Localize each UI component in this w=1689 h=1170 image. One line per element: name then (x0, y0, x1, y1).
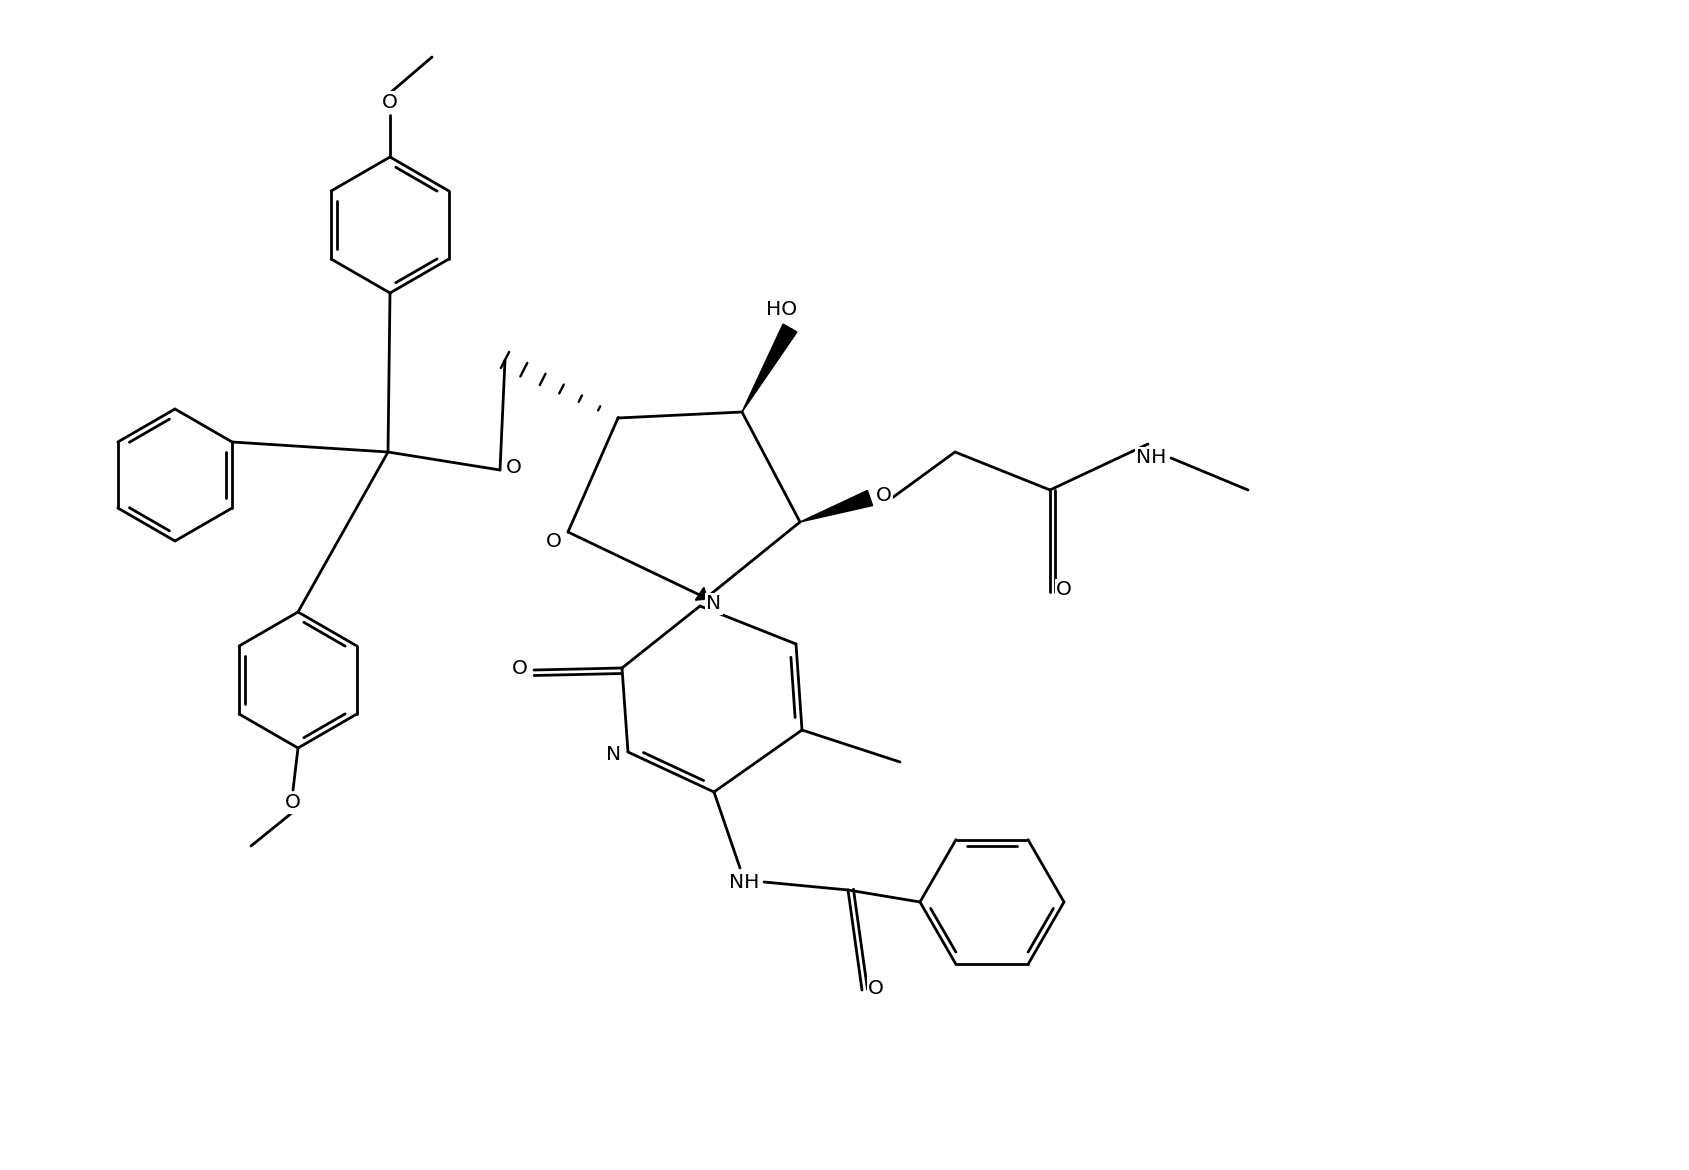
Polygon shape (799, 490, 872, 522)
Text: O: O (382, 92, 397, 111)
Text: N: N (606, 744, 622, 764)
Text: O: O (285, 793, 301, 812)
Text: O: O (875, 487, 892, 505)
Text: NH: NH (1135, 448, 1165, 468)
Text: HO: HO (767, 301, 797, 319)
Text: O: O (505, 459, 522, 477)
Text: NH: NH (728, 873, 758, 892)
Text: O: O (512, 659, 527, 677)
Text: O: O (1056, 580, 1071, 599)
Text: N: N (706, 594, 721, 613)
Text: O: O (868, 978, 883, 998)
Text: O: O (546, 532, 562, 551)
Polygon shape (741, 324, 797, 412)
